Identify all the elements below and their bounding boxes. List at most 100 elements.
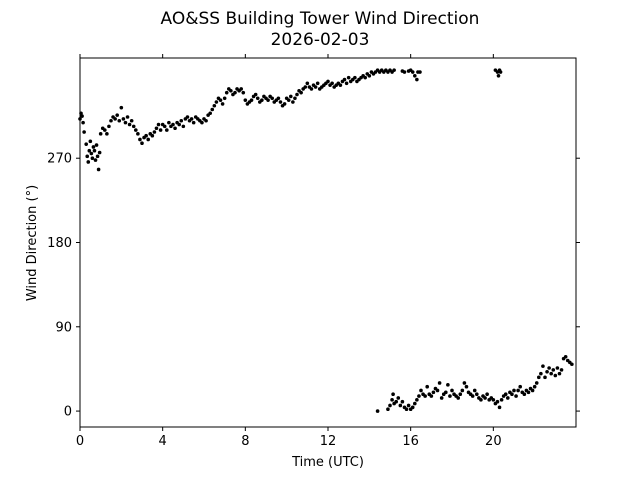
data-point <box>429 394 434 398</box>
data-point <box>117 118 122 123</box>
chart-subtitle: 2026-02-03 <box>271 30 370 50</box>
data-point <box>220 102 225 106</box>
plot-frame <box>79 57 577 428</box>
data-point <box>423 394 427 398</box>
data-point <box>498 70 503 74</box>
data-point <box>462 381 467 385</box>
data-point <box>309 87 314 91</box>
data-point <box>299 90 303 95</box>
data-point <box>129 118 134 123</box>
x-tick-label: 4 <box>159 434 167 449</box>
data-point <box>105 132 109 136</box>
x-tick-label: 16 <box>402 434 419 449</box>
y-tick-label: 270 <box>47 152 72 167</box>
data-point <box>87 148 92 153</box>
data-point <box>289 94 293 99</box>
data-point <box>131 124 136 129</box>
data-point <box>293 96 297 101</box>
data-point <box>152 130 157 134</box>
data-point <box>518 384 522 389</box>
data-point <box>353 75 357 80</box>
data-point <box>553 373 558 378</box>
data-point <box>413 73 417 78</box>
data-point <box>90 156 95 161</box>
data-point <box>415 77 419 82</box>
data-point <box>398 403 403 408</box>
data-point <box>97 150 102 155</box>
x-axis-label: Time (UTC) <box>291 455 364 470</box>
data-point <box>375 409 380 413</box>
data-point <box>537 375 541 380</box>
data-point <box>367 73 372 78</box>
axis-ticks: 0 4 8 12 16 20 0 90 180 270 <box>47 54 580 449</box>
data-point <box>96 167 101 172</box>
data-point <box>212 103 217 108</box>
data-point <box>495 399 500 404</box>
data-point <box>276 96 281 101</box>
data-point <box>82 130 86 134</box>
x-tick-label: 8 <box>241 434 249 449</box>
data-point <box>547 366 551 370</box>
data-point <box>204 118 208 123</box>
data-point <box>109 118 113 123</box>
data-point <box>479 398 483 402</box>
data-point <box>173 126 177 131</box>
data-point <box>549 371 553 376</box>
data-point <box>167 120 171 125</box>
data-point <box>241 90 246 95</box>
data-point <box>555 366 560 370</box>
data-point <box>85 154 90 159</box>
data-point <box>229 88 233 93</box>
data-point <box>400 399 405 404</box>
data-point <box>119 105 124 110</box>
data-point <box>431 390 436 395</box>
data-point <box>98 132 103 136</box>
data-point <box>464 384 469 389</box>
data-point <box>305 81 310 86</box>
data-point <box>458 392 463 397</box>
data-point <box>295 92 299 97</box>
y-tick-label: 0 <box>64 405 72 420</box>
data-point <box>503 392 508 397</box>
data-point <box>140 141 144 146</box>
data-point <box>491 398 496 402</box>
x-tick-label: 0 <box>76 434 84 449</box>
data-point <box>543 375 547 380</box>
data-point <box>177 122 181 127</box>
data-point <box>144 133 148 138</box>
data-point <box>514 394 518 398</box>
data-point <box>344 81 349 86</box>
data-point <box>499 398 504 402</box>
data-point <box>410 405 415 410</box>
data-point <box>303 85 308 89</box>
data-point <box>84 142 88 146</box>
data-point <box>95 154 100 159</box>
data-point <box>154 126 159 131</box>
data-point <box>162 124 167 129</box>
data-point <box>107 124 111 129</box>
data-point <box>146 137 150 142</box>
y-tick-label: 180 <box>47 236 72 251</box>
data-point <box>342 77 347 82</box>
data-point <box>243 98 248 102</box>
data-point <box>386 407 390 412</box>
data-point <box>125 115 130 119</box>
data-point <box>80 114 84 118</box>
data-point <box>113 117 117 121</box>
data-point <box>253 92 258 97</box>
data-point <box>437 381 442 385</box>
data-point <box>326 79 330 84</box>
data-point <box>191 120 196 125</box>
scatter-points <box>78 68 574 413</box>
data-point <box>156 122 161 127</box>
data-point <box>570 362 574 367</box>
y-tick-label: 90 <box>55 320 72 335</box>
data-point <box>402 70 407 74</box>
data-point <box>330 81 334 86</box>
data-point <box>394 399 399 404</box>
data-point <box>516 388 520 393</box>
data-point <box>91 145 96 149</box>
data-point <box>123 120 128 125</box>
data-point <box>425 384 430 389</box>
